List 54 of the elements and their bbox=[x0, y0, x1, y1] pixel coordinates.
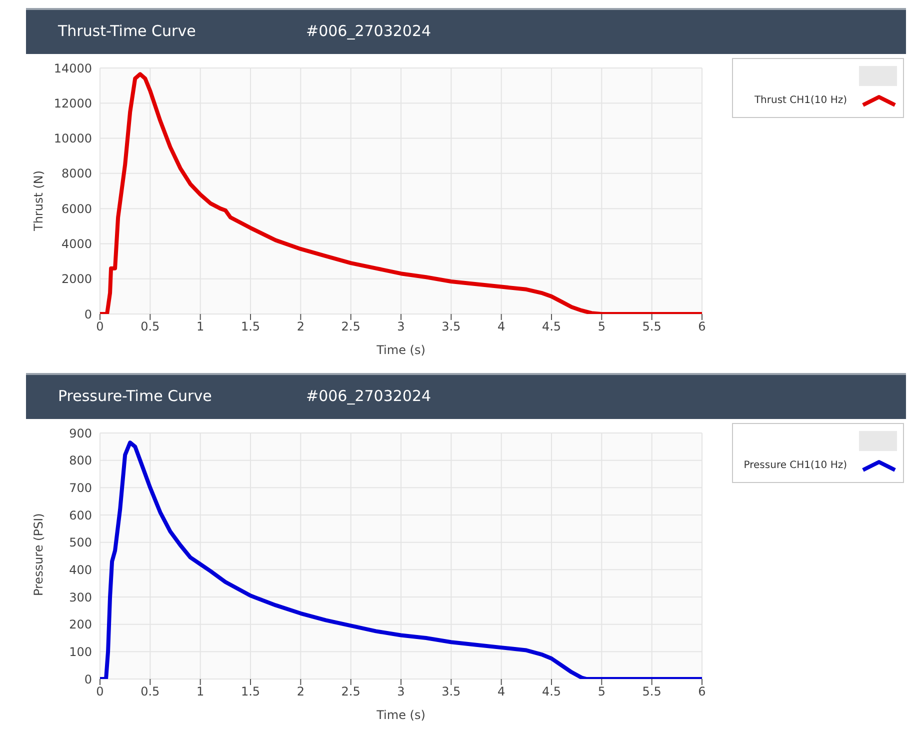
x-tick-label: 0.5 bbox=[140, 320, 160, 334]
y-axis-title: Thrust (N) bbox=[31, 170, 46, 232]
legend-label: Pressure CH1(10 Hz) bbox=[744, 460, 847, 470]
x-tick-label: 6 bbox=[698, 684, 706, 699]
x-tick-label: 5.5 bbox=[642, 320, 662, 334]
y-tick-label: 600 bbox=[69, 508, 92, 522]
y-tick-label: 200 bbox=[69, 618, 92, 632]
y-tick-label: 10000 bbox=[54, 132, 92, 146]
chart-title: Thrust-Time Curve bbox=[58, 22, 196, 40]
x-tick-label: 3.5 bbox=[442, 320, 461, 334]
x-tick-label: 0 bbox=[96, 320, 104, 334]
y-tick-label: 100 bbox=[69, 644, 92, 659]
y-tick-label: 800 bbox=[69, 454, 92, 468]
x-tick-label: 3 bbox=[397, 684, 405, 699]
legend-label: Thrust CH1(10 Hz) bbox=[754, 94, 847, 106]
y-tick-label: 0 bbox=[84, 672, 92, 686]
x-tick-label: 1 bbox=[196, 320, 204, 334]
x-tick-label: 1.5 bbox=[240, 684, 260, 699]
y-tick-label: 300 bbox=[69, 590, 92, 604]
y-tick-label: 12000 bbox=[54, 96, 92, 110]
y-tick-label: 8000 bbox=[61, 166, 92, 181]
chart-title: Pressure-Time Curve bbox=[58, 387, 212, 405]
chart-subtitle: #006_27032024 bbox=[306, 387, 432, 405]
x-tick-label: 1 bbox=[196, 684, 204, 699]
x-tick-label: 0.5 bbox=[140, 684, 160, 699]
x-tick-label: 4 bbox=[498, 684, 506, 699]
x-tick-label: 4.5 bbox=[542, 684, 562, 699]
x-tick-label: 3 bbox=[397, 320, 405, 334]
y-tick-label: 14000 bbox=[54, 61, 92, 76]
y-tick-label: 4000 bbox=[61, 236, 92, 251]
x-tick-label: 2.5 bbox=[341, 320, 360, 334]
y-tick-label: 6000 bbox=[61, 202, 92, 216]
x-tick-label: 5.5 bbox=[642, 684, 662, 699]
x-tick-label: 4.5 bbox=[542, 320, 562, 334]
y-tick-label: 900 bbox=[69, 426, 92, 440]
x-axis-title: Time (s) bbox=[376, 708, 426, 722]
x-tick-label: 0 bbox=[96, 684, 104, 699]
chart-subtitle: #006_27032024 bbox=[306, 22, 432, 40]
x-tick-label: 5 bbox=[598, 320, 606, 334]
x-tick-label: 2.5 bbox=[341, 684, 360, 699]
y-axis-title: Pressure (PSI) bbox=[31, 513, 46, 596]
y-tick-label: 0 bbox=[84, 307, 92, 322]
x-tick-label: 6 bbox=[698, 320, 706, 334]
y-tick-label: 2000 bbox=[61, 272, 92, 286]
x-tick-label: 1.5 bbox=[240, 320, 260, 334]
x-tick-label: 4 bbox=[498, 320, 506, 334]
x-tick-label: 3.5 bbox=[442, 684, 461, 699]
x-tick-label: 5 bbox=[598, 684, 606, 699]
y-tick-label: 700 bbox=[69, 480, 92, 495]
y-tick-label: 400 bbox=[69, 562, 92, 577]
x-tick-label: 2 bbox=[296, 320, 304, 334]
x-tick-label: 2 bbox=[296, 684, 304, 699]
y-tick-label: 500 bbox=[69, 536, 92, 550]
x-axis-title: Time (s) bbox=[376, 343, 426, 357]
